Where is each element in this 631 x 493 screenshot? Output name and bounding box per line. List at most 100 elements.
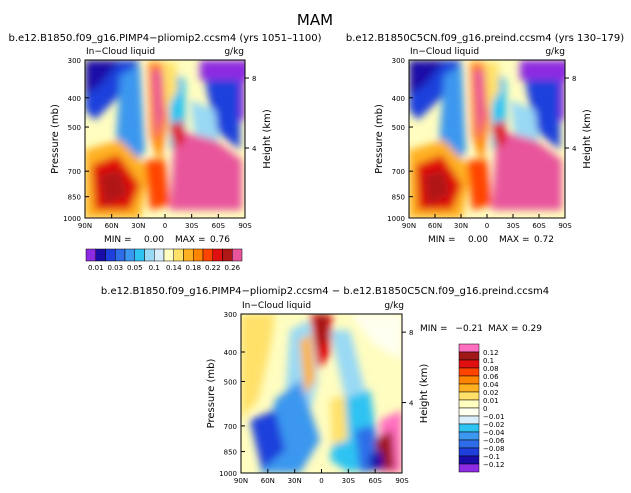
colorbar-top-label: 0.05 <box>127 264 143 272</box>
panel-left-xtick-label: 90S <box>238 222 252 230</box>
panel-right-xtick-label: 60N <box>428 222 442 230</box>
panel-left-field-label: In−Cloud liquid <box>86 47 155 57</box>
panel-right-max-value: 0.72 <box>534 235 554 245</box>
colorbar-top-swatch <box>222 248 233 262</box>
colorbar-top-label: 0.1 <box>149 264 160 272</box>
colorbar-diff-swatch <box>458 423 480 433</box>
colorbar-diff-swatch <box>458 431 480 441</box>
panel-diff-ylabel-right: Height (km) <box>419 364 430 424</box>
panel-diff-xtick-label: 60N <box>261 477 275 485</box>
panel-left-xtick-label: 0 <box>163 222 167 230</box>
panel-diff-ytick-label: 1000 <box>219 470 237 478</box>
colorbar-top-label: 0.01 <box>88 264 104 272</box>
panel-left-field <box>85 60 245 218</box>
colorbar-diff-swatch <box>458 399 480 409</box>
panel-left-ylabel: Pressure (mb) <box>50 104 61 174</box>
panel-right-title: b.e12.B1850C5CN.f09_g16.preind.ccsm4 (yr… <box>346 33 624 44</box>
panel-diff-max-label: MAX = <box>488 324 519 334</box>
panel-right-axes: 90N 60N 30N 0 30S 60S 90S 300 400 500 700 850 1000 8 4… <box>374 57 593 230</box>
panel-diff-ytick-label: 300 <box>224 311 237 319</box>
colorbar-top-label: 0.03 <box>107 264 123 272</box>
panel-right-max-label: MAX = <box>499 235 530 245</box>
colorbar-diff-swatch <box>458 447 480 457</box>
panel-left-ytick-label: 1000 <box>63 215 81 223</box>
panel-left-axes: 90N 60N 30N 0 30S 60S 90S 300 400 500 700 850 1000 8 4… <box>50 57 273 230</box>
panel-diff-title: b.e12.B1850.f09_g16.PIMP4−pliomip2.ccsm4… <box>101 286 549 297</box>
panel-right-rtick-label: 4 <box>572 145 577 153</box>
panel-left-xtick-label: 60S <box>212 222 226 230</box>
panel-right-rtick-label: 8 <box>572 75 576 83</box>
panel-diff-xtick-label: 90S <box>395 477 409 485</box>
panel-left: b.e12.B1850.f09_g16.PIMP4−pliomip2.ccsm4… <box>9 33 322 245</box>
colorbar-top-swatch <box>115 248 126 262</box>
panel-right-ytick-label: 1000 <box>387 215 405 223</box>
panel-diff-xtick-label: 60S <box>368 477 382 485</box>
colorbar-diff-label: −0.02 <box>483 421 504 429</box>
colorbar-diff-label: 0.04 <box>483 381 499 389</box>
panel-right-ytick-label: 300 <box>392 57 405 65</box>
panel-right-ytick-label: 850 <box>392 194 405 202</box>
panel-diff-xtick-label: 90N <box>234 477 248 485</box>
colorbar-top-swatch <box>144 248 155 262</box>
panel-right-field <box>409 60 565 218</box>
colorbar-diff-label: 0.1 <box>483 357 494 365</box>
colorbar-diff-label: 0.12 <box>483 349 499 357</box>
colorbar-diff-label: 0.06 <box>483 373 499 381</box>
colorbar-top-swatch <box>85 248 96 262</box>
colorbar-top-swatch <box>163 248 174 262</box>
colorbar-top-swatch <box>232 248 243 262</box>
panel-right-min-value: 0.00 <box>468 235 488 245</box>
panel-right-units: g/kg <box>545 47 565 57</box>
panel-diff-min-label: MIN = <box>420 324 448 334</box>
panel-left-xtick-label: 30N <box>131 222 145 230</box>
panel-right-xtick-label: 60S <box>532 222 546 230</box>
panel-left-max-value: 0.76 <box>210 235 230 245</box>
panel-diff-ytick-label: 700 <box>224 423 237 431</box>
colorbar-diff-label: 0.02 <box>483 389 499 397</box>
panel-left-max-label: MAX = <box>175 235 206 245</box>
colorbar-diff-swatch <box>458 383 480 393</box>
colorbar-top-label: 0.22 <box>205 264 221 272</box>
colorbar-diff-label: −0.06 <box>483 437 505 445</box>
panel-left-xtick-label: 60N <box>105 222 119 230</box>
panel-right-xtick-label: 90N <box>402 222 416 230</box>
colorbar-diff-label: −0.08 <box>483 445 504 453</box>
colorbar-diff-swatch <box>458 343 480 353</box>
panel-diff-xtick-label: 0 <box>319 477 323 485</box>
panel-left-rtick-label: 8 <box>252 75 256 83</box>
colorbar-diff-label: −0.1 <box>483 453 500 461</box>
colorbar-top-swatch <box>105 248 116 262</box>
panel-left-min-label: MIN = <box>104 235 132 245</box>
colorbar-diff-label: 0.01 <box>483 397 499 405</box>
panel-right-ytick-label: 700 <box>392 168 405 176</box>
colorbar-top-swatch <box>124 248 135 262</box>
colorbar-top: 0.01 0.03 0.05 0.1 0.14 0.18 0.22 0.26 <box>85 248 243 272</box>
panel-left-xtick-label: 90N <box>78 222 92 230</box>
panel-left-min-value: 0.00 <box>144 235 164 245</box>
panel-left-units: g/kg <box>224 47 244 57</box>
panel-left-ylabel-right: Height (km) <box>262 109 273 169</box>
figure-title: MAM <box>297 11 333 29</box>
panel-right-field-label: In−Cloud liquid <box>410 47 479 57</box>
colorbar-diff-label: −0.12 <box>483 461 504 469</box>
colorbar-top-label: 0.14 <box>166 264 182 272</box>
panel-right-xtick-label: 30S <box>506 222 520 230</box>
panel-left-ytick-label: 300 <box>68 57 81 65</box>
colorbar-diff-swatch <box>458 351 480 361</box>
panel-diff-ytick-label: 400 <box>224 349 237 357</box>
colorbar-top-swatch <box>212 248 223 262</box>
panel-left-ytick-label: 700 <box>68 168 81 176</box>
panel-diff-units: g/kg <box>384 301 404 311</box>
colorbar-top-swatch <box>154 248 165 262</box>
panel-diff-rtick-label: 8 <box>409 329 413 337</box>
panel-diff-ytick-label: 500 <box>224 378 237 386</box>
colorbar-top-swatch <box>193 248 204 262</box>
panel-diff-xtick-label: 30N <box>288 477 302 485</box>
panel-right-ytick-label: 400 <box>392 95 405 103</box>
colorbar-diff-label: −0.01 <box>483 413 504 421</box>
colorbar-top-label: 0.18 <box>185 264 201 272</box>
panel-right-min-label: MIN = <box>428 235 456 245</box>
panel-right-xtick-label: 30N <box>454 222 468 230</box>
colorbar-diff: 0.120.10.080.060.040.020.010−0.01−0.02−0… <box>458 343 505 473</box>
